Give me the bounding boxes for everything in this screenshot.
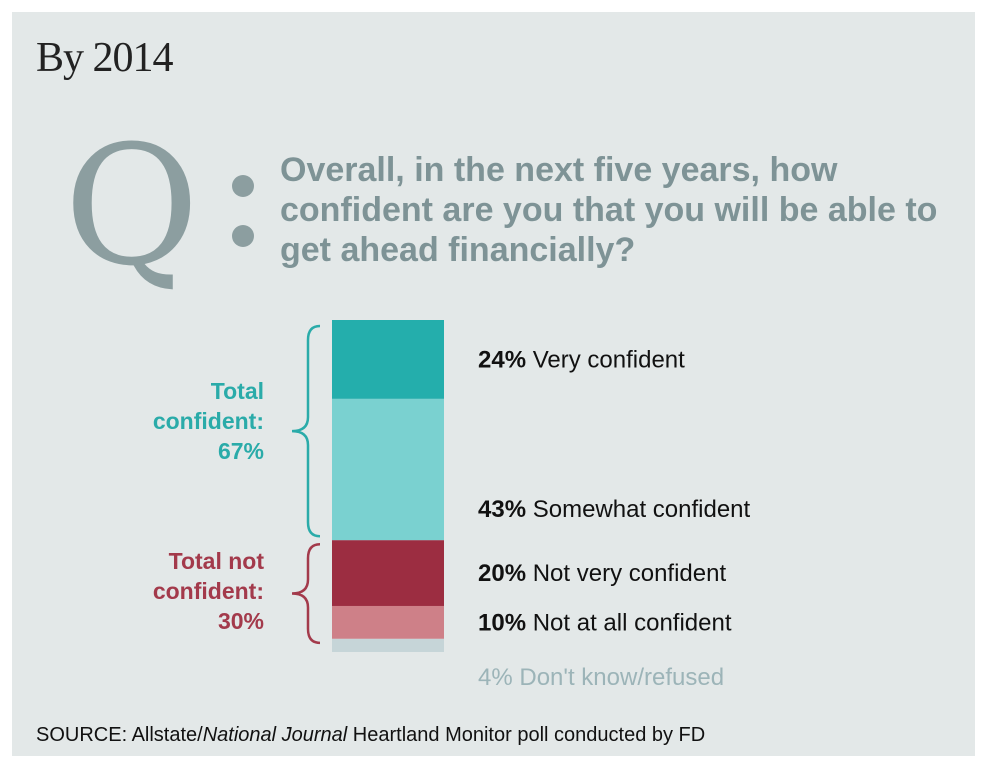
colon-dot-bottom [232, 225, 254, 247]
stacked-bar-chart: 24% Very confident 43% Somewhat confident… [291, 320, 751, 691]
brace-not-confident [291, 542, 321, 645]
source-suffix: Heartland Monitor poll conducted by FD [347, 724, 706, 746]
segment-label: 4% Don't know/refused [478, 664, 724, 691]
source-note: SOURCE: Allstate/National Journal Heartl… [36, 724, 705, 747]
bar-segment-not-at-all-confident [332, 605, 444, 639]
source-prefix: SOURCE: Allstate/ [36, 724, 203, 746]
infographic-panel: By 2014 Q Overall, in the next five year… [12, 12, 975, 756]
segment-label-value: 20% [478, 560, 526, 587]
segment-label-category: Very confident [526, 346, 685, 373]
bar-segment-not-very-confident [332, 540, 444, 606]
segment-label-value: 4% [478, 664, 513, 691]
bar-segments [332, 320, 444, 652]
segment-label-value: 10% [478, 609, 526, 636]
segment-label: 43% Somewhat confident [478, 496, 751, 523]
group-label-confident: Total confident: 67% [152, 378, 264, 464]
bar-segment-very-confident [332, 320, 444, 399]
question-text: Overall, in the next five years, how con… [280, 151, 938, 269]
question-letter: Q [64, 110, 200, 302]
segment-label-category: Not very confident [526, 560, 726, 587]
bar-segment-don-t-know-refused [332, 638, 444, 652]
bar-segment-somewhat-confident [332, 398, 444, 541]
page-title: By 2014 [36, 35, 174, 81]
group-label-not-confident: Total not confident: 30% [152, 548, 264, 634]
segment-label: 24% Very confident [478, 346, 685, 373]
segment-label: 10% Not at all confident [478, 609, 732, 636]
segment-label-category: Not at all confident [526, 609, 732, 636]
segment-label-value: 24% [478, 346, 526, 373]
segment-labels: 24% Very confident 43% Somewhat confident… [478, 346, 751, 691]
segment-label: 20% Not very confident [478, 560, 726, 587]
segment-label-value: 43% [478, 496, 526, 523]
segment-label-category: Don't know/refused [513, 664, 724, 691]
colon-dot-top [232, 175, 254, 197]
brace-confident [291, 324, 321, 538]
segment-label-category: Somewhat confident [526, 496, 750, 523]
source-publication: National Journal [202, 724, 348, 746]
